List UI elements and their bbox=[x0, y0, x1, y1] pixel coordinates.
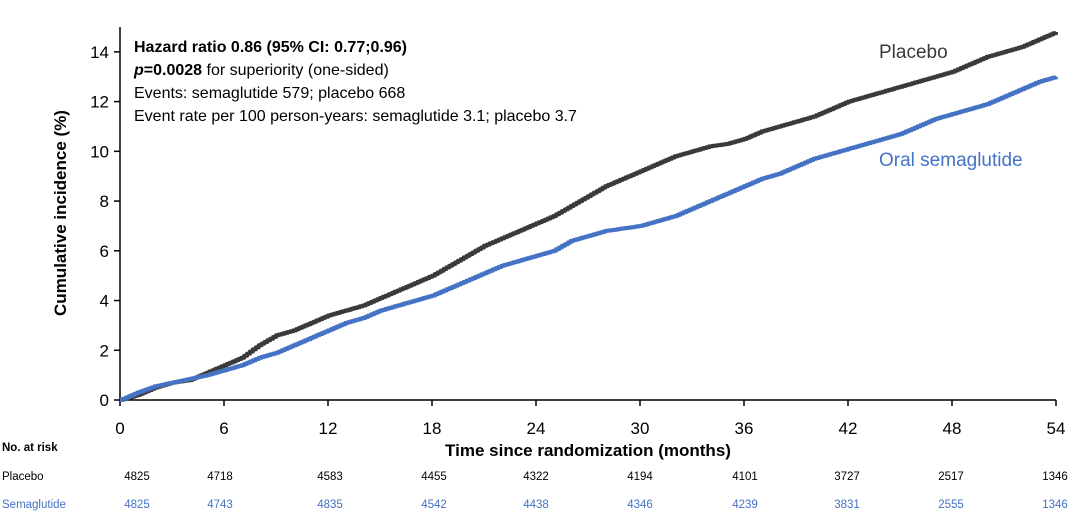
risk-value: 3831 bbox=[834, 499, 860, 511]
annotation-block: Hazard ratio 0.86 (95% CI: 0.77;0.96) p=0… bbox=[133, 39, 577, 125]
x-tick-label: 6 bbox=[219, 419, 228, 438]
y-tick-label: 0 bbox=[100, 391, 109, 410]
y-tick-label: 12 bbox=[90, 93, 109, 112]
risk-row-label: Placebo bbox=[2, 471, 44, 483]
risk-value: 4455 bbox=[421, 471, 447, 483]
risk-row-label: Semaglutide bbox=[2, 499, 66, 511]
series-line-oral-semaglutide bbox=[120, 75, 1058, 402]
x-axis-title: Time since randomization (months) bbox=[445, 441, 731, 460]
x-tick-label: 36 bbox=[735, 419, 754, 438]
x-tick-label: 18 bbox=[423, 419, 442, 438]
risk-table-header: No. at risk bbox=[2, 442, 58, 454]
risk-value: 4835 bbox=[317, 499, 343, 511]
risk-value: 1346 bbox=[1042, 499, 1068, 511]
series-line-placebo bbox=[120, 31, 1058, 402]
x-tick-label: 48 bbox=[943, 419, 962, 438]
annotation-line: Events: semaglutide 579; placebo 668 bbox=[134, 85, 405, 102]
risk-value: 4743 bbox=[207, 499, 233, 511]
series-lines bbox=[120, 31, 1058, 402]
y-axis-title: Cumulative incidence (%) bbox=[51, 110, 70, 316]
y-tick-label: 14 bbox=[90, 43, 109, 62]
risk-value: 4194 bbox=[627, 471, 653, 483]
risk-value: 2517 bbox=[938, 471, 964, 483]
x-tick-label: 54 bbox=[1047, 419, 1066, 438]
risk-value: 4101 bbox=[732, 471, 758, 483]
annotation-line: Hazard ratio 0.86 (95% CI: 0.77;0.96) bbox=[134, 39, 407, 56]
risk-value: 4825 bbox=[124, 471, 150, 483]
y-tick-label: 6 bbox=[100, 242, 109, 261]
risk-value: 2555 bbox=[938, 499, 964, 511]
risk-value: 4239 bbox=[732, 499, 758, 511]
risk-value: 3727 bbox=[834, 471, 860, 483]
x-tick-label: 0 bbox=[115, 419, 124, 438]
series-label-oral-semaglutide: Oral semaglutide bbox=[879, 150, 1023, 171]
risk-value: 4718 bbox=[207, 471, 233, 483]
x-tick-label: 30 bbox=[631, 419, 650, 438]
axes bbox=[119, 27, 1056, 401]
risk-value: 4825 bbox=[124, 499, 150, 511]
x-tick-label: 24 bbox=[527, 419, 546, 438]
annotation-line: p=0.0028 for superiority (one-sided) bbox=[133, 62, 389, 79]
x-tick-label: 12 bbox=[319, 419, 338, 438]
risk-value: 4542 bbox=[421, 499, 447, 511]
annotation-line: Event rate per 100 person-years: semaglu… bbox=[134, 108, 577, 125]
risk-value: 4346 bbox=[627, 499, 653, 511]
risk-value: 4583 bbox=[317, 471, 343, 483]
risk-value: 4438 bbox=[523, 499, 549, 511]
x-ticks: 0 6 12 18 24 30 36 42 48 54 bbox=[115, 400, 1065, 438]
y-tick-label: 8 bbox=[100, 192, 109, 211]
risk-table: No. at risk Placebo 4825 4718 4583 4455 4322 4… bbox=[2, 442, 1068, 511]
y-tick-label: 10 bbox=[90, 142, 109, 161]
series-label-placebo: Placebo bbox=[879, 42, 948, 63]
y-tick-label: 2 bbox=[100, 341, 109, 360]
x-tick-label: 42 bbox=[839, 419, 858, 438]
risk-value: 4322 bbox=[523, 471, 549, 483]
y-tick-label: 4 bbox=[100, 292, 109, 311]
risk-value: 1346 bbox=[1042, 471, 1068, 483]
y-ticks: 0 2 4 6 8 10 12 14 bbox=[90, 43, 120, 410]
